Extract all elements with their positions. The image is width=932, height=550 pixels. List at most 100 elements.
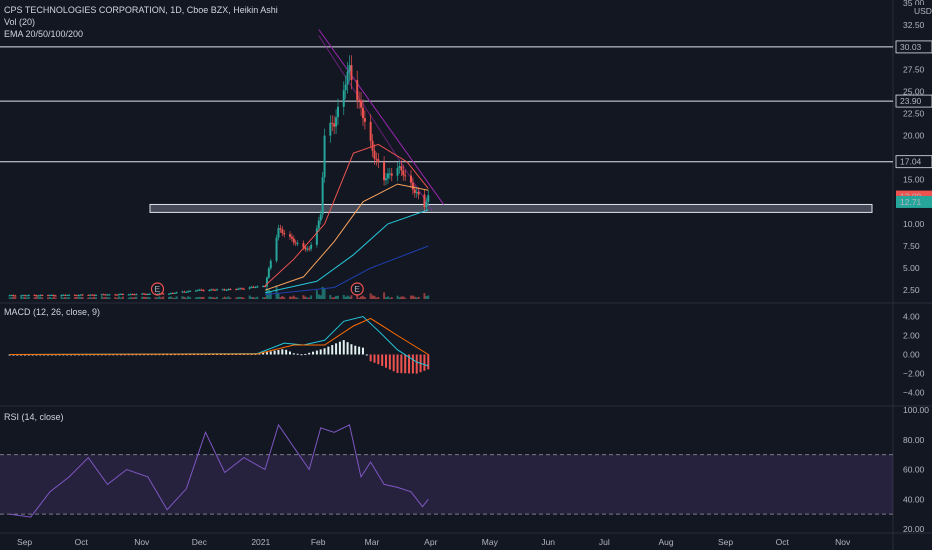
macd-hist-bar — [408, 354, 411, 374]
volume-bar — [317, 294, 320, 299]
macd-hist-bar — [300, 354, 303, 356]
candle-body — [144, 294, 147, 296]
price-tick-label: 35.00 — [903, 0, 925, 8]
candle-body — [214, 289, 217, 291]
volume-bar — [119, 297, 122, 299]
volume-bar — [237, 296, 240, 299]
candle-body — [25, 295, 28, 297]
macd-hist-bar — [354, 345, 357, 355]
candle-body — [39, 294, 42, 296]
macd-hist-bar — [269, 351, 272, 355]
volume-bar — [10, 297, 13, 299]
candle-body — [173, 293, 176, 295]
candle-body — [135, 294, 138, 296]
candle-body — [248, 287, 251, 289]
volume-bar — [64, 296, 67, 299]
volume-bar — [306, 297, 309, 299]
x-tick-label: Aug — [658, 537, 673, 547]
candle-body — [158, 293, 161, 295]
ema50-line — [264, 183, 429, 291]
x-tick-label: Dec — [192, 537, 208, 547]
macd-hist-bar — [304, 353, 307, 355]
volume-bar — [342, 294, 345, 299]
earnings-marker — [150, 282, 165, 296]
rsi-line — [9, 423, 429, 518]
macd-hist-bar — [427, 354, 430, 370]
rsi-band-fill — [0, 454, 893, 515]
volume-bar — [25, 297, 28, 299]
candle-body — [279, 228, 282, 230]
volume-bar — [227, 296, 230, 299]
volume-bar — [269, 291, 272, 299]
volume-bar — [256, 296, 259, 299]
candle-body — [361, 107, 364, 119]
candle-body — [50, 294, 53, 296]
macd-hist-bar — [273, 350, 276, 355]
candle-body — [35, 295, 38, 297]
candle-body — [335, 117, 338, 127]
candle-body — [283, 233, 286, 235]
candle-body — [277, 228, 280, 238]
candle-body — [250, 286, 253, 288]
macd-hist-bar — [400, 354, 403, 374]
candle-body — [388, 173, 391, 175]
volume-indicator-label: Vol (20) — [4, 17, 36, 27]
price-tick-label: 20.00 — [903, 131, 925, 141]
candle-body — [402, 170, 405, 176]
candle-body — [423, 194, 426, 207]
volume-bar — [262, 297, 265, 299]
candle-body — [386, 173, 389, 179]
candle-body — [183, 291, 186, 293]
earnings-marker-label: E — [154, 284, 160, 294]
candle-body — [281, 229, 284, 234]
volume-bar — [162, 296, 165, 299]
volume-bar — [361, 295, 364, 299]
volume-bar — [413, 296, 416, 299]
macd-hist-bar — [365, 354, 368, 356]
volume-bar — [169, 296, 172, 299]
volume-bar — [81, 296, 84, 299]
volume-bar — [386, 296, 389, 299]
volume-bar — [279, 297, 282, 299]
x-tick-label: Oct — [75, 537, 89, 547]
candle-body — [375, 158, 378, 160]
candle-body — [27, 294, 30, 296]
volume-bar — [89, 296, 92, 299]
candle-body — [37, 295, 40, 297]
macd-legend: MACD (12, 26, close, 9) — [4, 306, 100, 318]
level-label-box — [895, 40, 932, 54]
candle-body — [95, 294, 98, 296]
candle-body — [196, 290, 199, 292]
volume-bar — [239, 297, 242, 299]
volume-bar — [194, 297, 197, 299]
candle-body — [350, 65, 353, 81]
volume-bar — [294, 297, 297, 299]
candle-body — [171, 293, 174, 295]
volume-bar — [283, 297, 286, 299]
prev-close-badge — [896, 195, 932, 208]
candle-body — [329, 122, 332, 136]
macd-hist-bar — [8, 354, 11, 356]
volume-bar — [93, 296, 96, 299]
volume-bar — [348, 296, 351, 299]
volume-bar — [127, 297, 130, 299]
level-label: 30.03 — [900, 42, 922, 52]
volume-bar — [304, 296, 307, 299]
volume-bar — [121, 296, 124, 299]
candle-body — [409, 175, 412, 183]
volume-bar — [385, 297, 388, 299]
candle-body — [400, 166, 403, 171]
candle-body — [333, 123, 336, 127]
volume-bar — [335, 295, 338, 299]
volume-bar — [250, 296, 253, 299]
candle-body — [131, 294, 134, 296]
candle-body — [116, 294, 119, 296]
candle-body — [79, 294, 82, 296]
volume-bar — [229, 297, 232, 299]
volume-bar — [33, 297, 36, 299]
candle-body — [252, 286, 255, 288]
level-label: 17.04 — [900, 157, 922, 167]
volume-bar — [181, 296, 184, 299]
macd-hist-bar — [373, 354, 376, 363]
